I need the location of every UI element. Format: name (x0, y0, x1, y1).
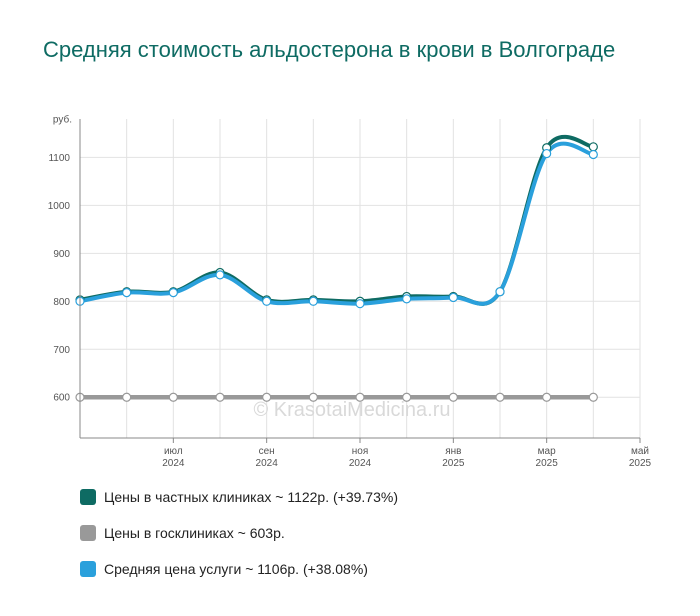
series-line-average (78, 141, 596, 306)
x-tick-month-label: ноя (352, 446, 369, 457)
y-unit-label: руб. (53, 114, 72, 126)
data-point-public (355, 392, 365, 402)
y-tick-label: 600 (53, 393, 70, 404)
data-point-public (308, 392, 318, 402)
series-line-private (78, 134, 596, 306)
data-point-average (402, 294, 412, 304)
data-point-average (448, 292, 458, 303)
data-point-average (542, 148, 552, 159)
legend-item-private[interactable]: Цены в частных клиниках ~ 1122р. (+39.73… (80, 487, 398, 507)
legend-label-average: Средняя цена услуги ~ 1106р. (+38.08%) (104, 561, 368, 577)
data-point-public (122, 392, 132, 402)
data-point-public (262, 392, 272, 402)
x-tick-year-label: 2024 (349, 458, 372, 469)
series-layer (75, 134, 598, 402)
legend-swatch-public (80, 525, 96, 541)
x-tick-year-label: 2024 (162, 458, 185, 469)
legend-item-public[interactable]: Цены в госклиниках ~ 603р. (80, 523, 398, 543)
data-point-average (495, 287, 505, 297)
data-point-public (215, 392, 225, 402)
y-tick-label: 1000 (48, 201, 71, 212)
x-tick-year-label: 2024 (256, 458, 279, 469)
legend-item-average[interactable]: Средняя цена услуги ~ 1106р. (+38.08%) (80, 559, 398, 579)
data-point-public (168, 392, 178, 402)
x-tick-month-label: май (631, 446, 649, 457)
x-tick-month-label: янв (445, 446, 461, 457)
data-point-average (588, 149, 598, 160)
watermark: © KrasotaiMedicina.ru (253, 399, 450, 421)
data-point-average (308, 296, 318, 306)
data-point-public (495, 392, 505, 402)
legend-swatch-private (80, 489, 96, 505)
x-tick-year-label: 2025 (442, 458, 465, 469)
x-tick-year-label: 2025 (629, 458, 652, 469)
x-tick-year-label: 2025 (536, 458, 559, 469)
legend-swatch-average (80, 561, 96, 577)
chart-title: Средняя стоимость альдостерона в крови в… (43, 37, 616, 62)
legend-label-public: Цены в госклиниках ~ 603р. (104, 525, 285, 541)
data-point-public (402, 392, 412, 402)
data-point-public (448, 392, 458, 402)
legend-label-private: Цены в частных клиниках ~ 1122р. (+39.73… (104, 489, 398, 505)
data-point-average (215, 270, 225, 280)
grid-layer (79, 119, 641, 438)
y-tick-label: 1100 (48, 153, 70, 164)
data-point-average (262, 296, 272, 306)
data-point-average (355, 299, 365, 309)
y-tick-label: 700 (53, 345, 70, 356)
axis-layer: 60070080090010001100руб.июл2024сен2024но… (48, 114, 652, 470)
data-point-average (168, 288, 178, 298)
x-tick-month-label: июл (164, 446, 183, 457)
data-point-public (588, 392, 598, 402)
data-point-average (122, 288, 132, 298)
x-tick-month-label: мар (538, 446, 556, 457)
data-point-public (542, 392, 552, 402)
x-tick-month-label: сен (259, 446, 275, 457)
y-tick-label: 800 (53, 297, 70, 308)
legend: Цены в частных клиниках ~ 1122р. (+39.73… (80, 487, 398, 595)
data-point-private (588, 142, 598, 152)
y-tick-label: 900 (53, 249, 70, 260)
